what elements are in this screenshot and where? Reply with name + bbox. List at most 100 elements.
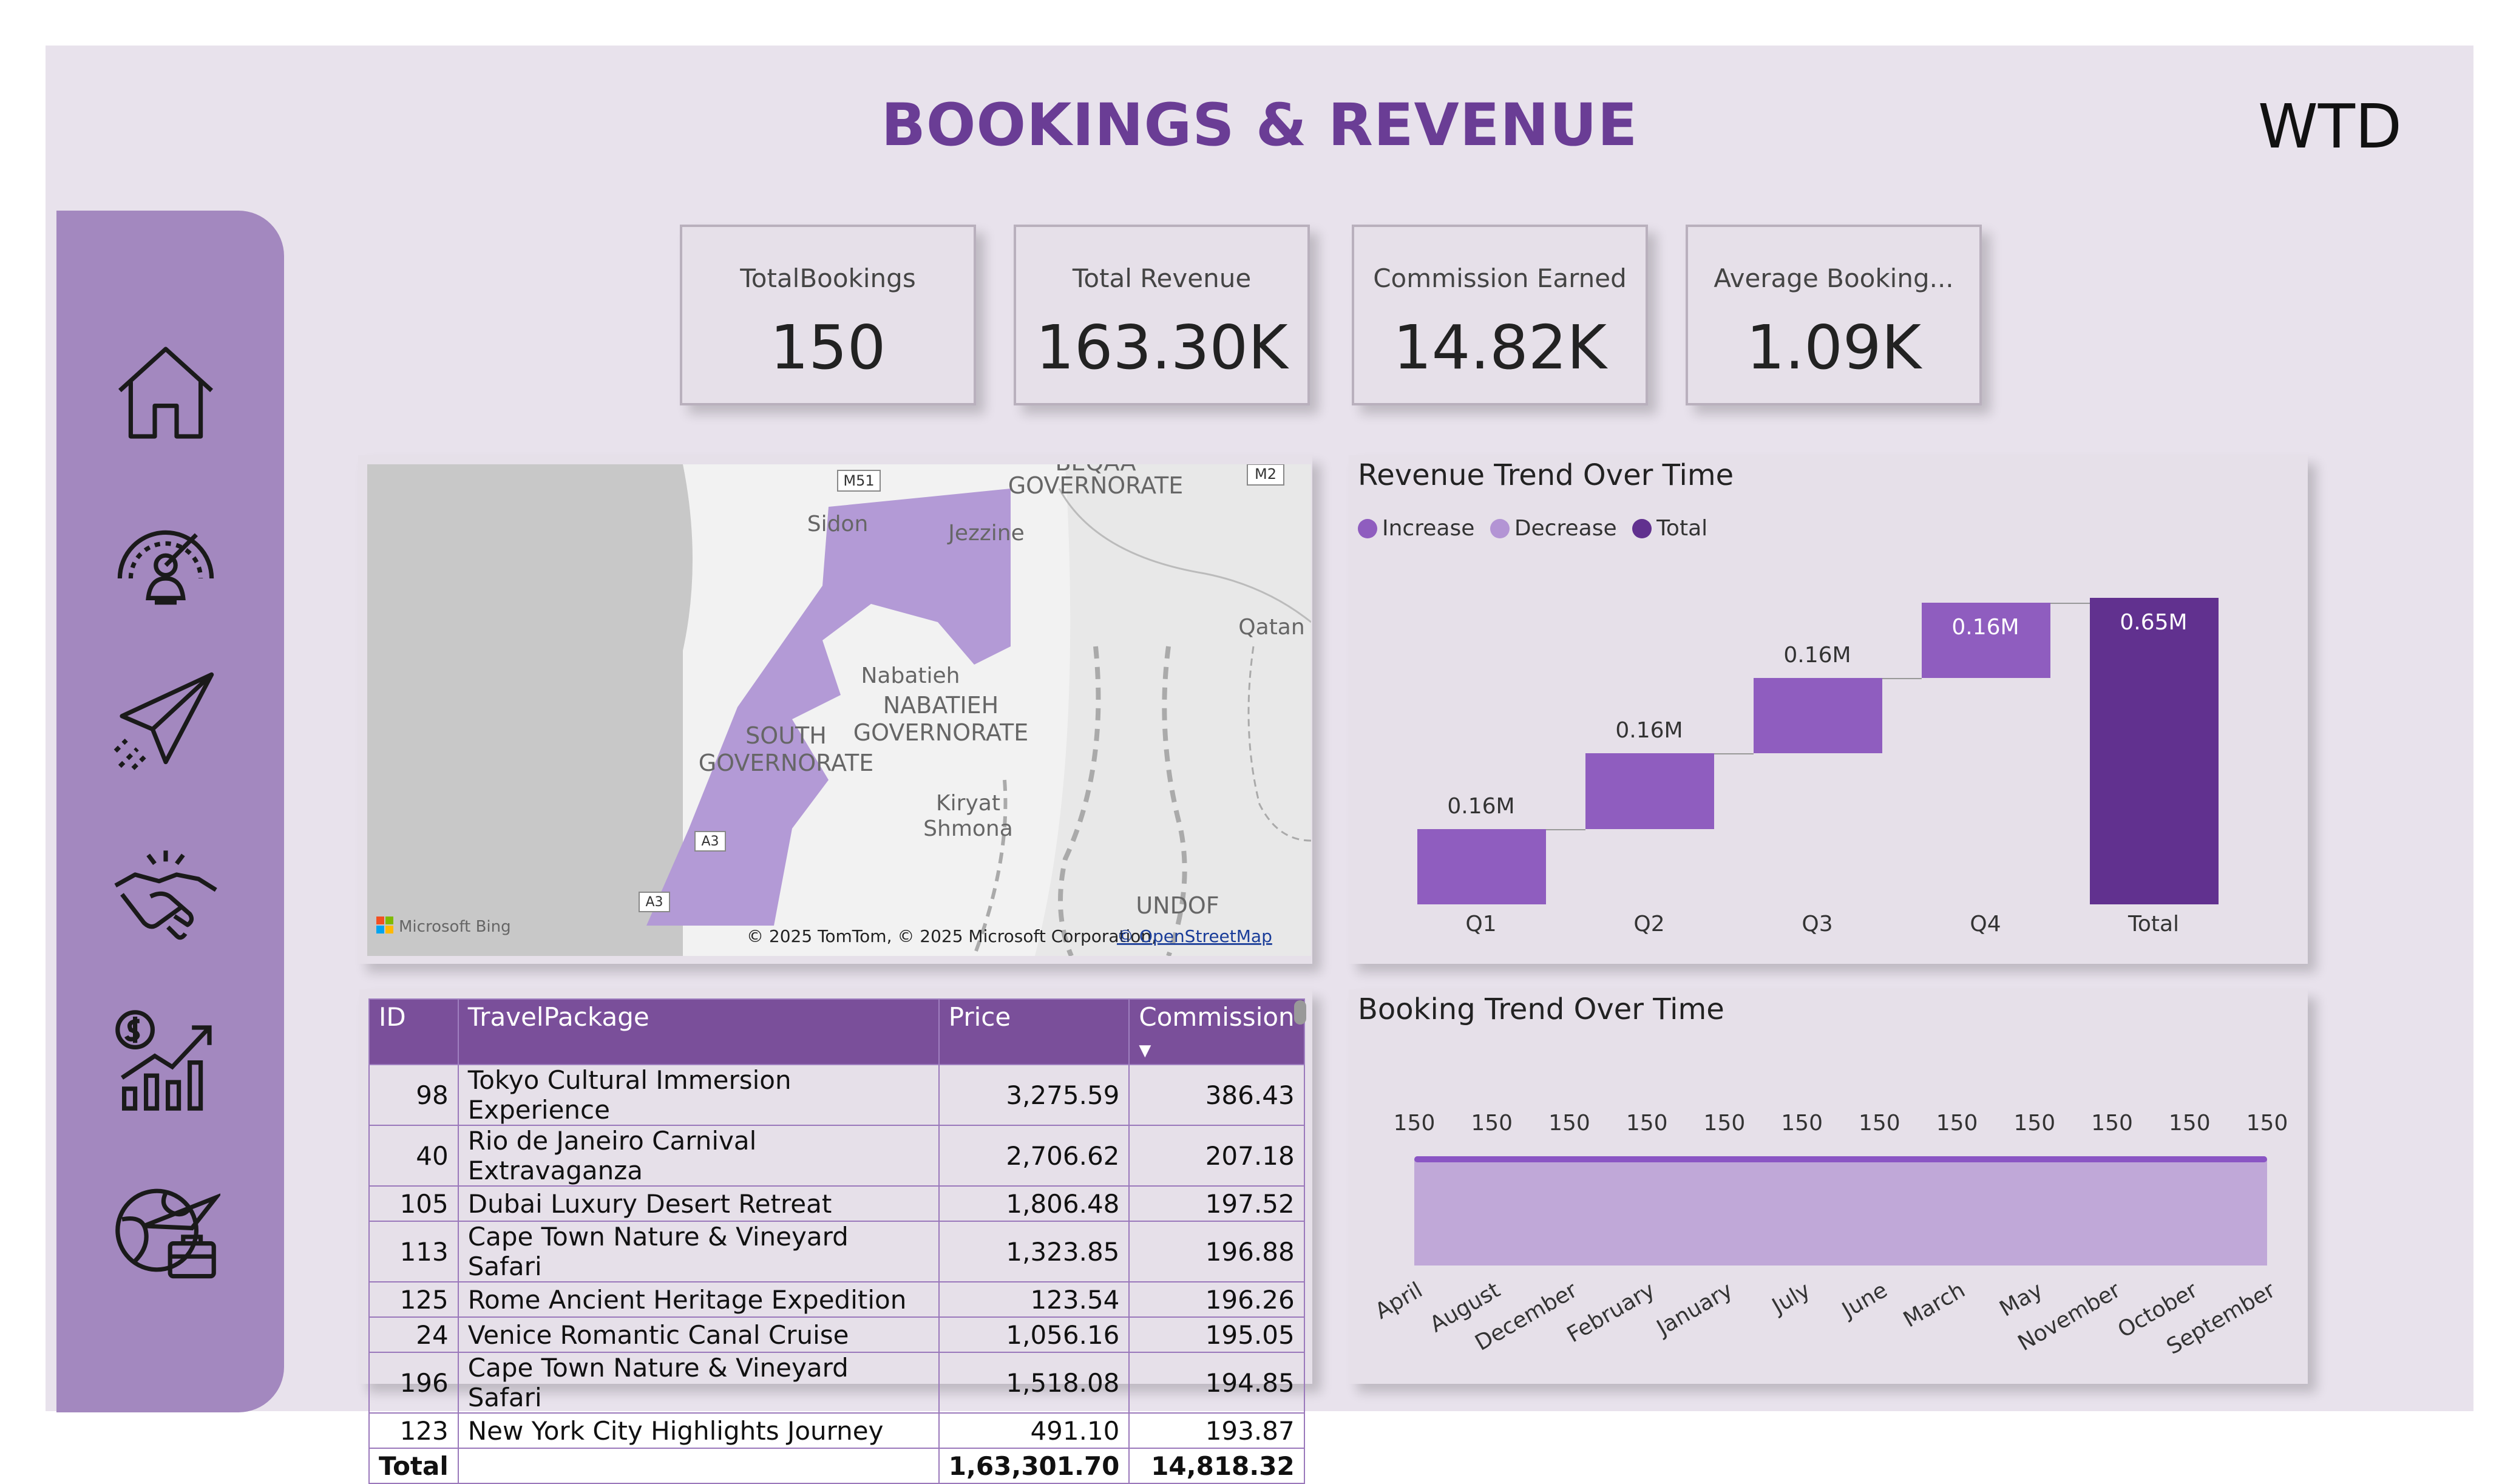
waterfall-data-label: 0.16M — [1615, 718, 1683, 744]
kpi-label: Total Revenue — [1072, 263, 1252, 293]
booking-data-label: 150 — [1471, 1111, 1513, 1136]
paper-plane-icon[interactable] — [111, 666, 220, 775]
road-shield — [639, 892, 670, 912]
col-header-price[interactable]: Price — [938, 998, 1130, 1065]
cell-price: 491.10 — [938, 1412, 1130, 1449]
dashboard-gauge-icon[interactable] — [111, 502, 220, 611]
booking-data-label: 150 — [2168, 1111, 2211, 1136]
cell-commission: 197.52 — [1128, 1185, 1305, 1222]
map-label-kiryat: Kiryat — [936, 791, 1000, 816]
cell-commission: 196.26 — [1128, 1281, 1305, 1318]
border-line — [1058, 488, 1311, 623]
table-row[interactable]: 113 Cape Town Nature & Vineyard Safari 1,3… — [368, 1221, 1305, 1282]
waterfall-bar-q3[interactable] — [1754, 678, 1882, 754]
border-dashed — [1058, 646, 1101, 956]
booking-area[interactable] — [1414, 1159, 2267, 1265]
cell-price: 2,706.62 — [938, 1125, 1130, 1187]
cell-id: 113 — [368, 1221, 459, 1282]
map-attribution: © 2025 TomTom, © 2025 Microsoft Corporat… — [747, 926, 1157, 946]
table-scrollbar[interactable] — [1294, 1000, 1306, 1025]
home-icon[interactable] — [111, 338, 220, 447]
waterfall-x-label: Q4 — [1970, 912, 2001, 937]
kpi-total-revenue[interactable]: Total Revenue 163.30K — [1014, 225, 1310, 405]
booking-data-label: 150 — [1393, 1111, 1436, 1136]
waterfall-bar-q2[interactable] — [1585, 753, 1714, 829]
map-label-qatan: Qatan — [1238, 615, 1304, 640]
kpi-value: 150 — [770, 312, 886, 383]
map-label-governorate: GOVERNORATE — [1008, 472, 1184, 499]
kpi-average-booking[interactable]: Average Booking... 1.09K — [1686, 225, 1982, 405]
total-label: Total — [368, 1448, 459, 1484]
cell-travel-package: Cape Town Nature & Vineyard Safari — [457, 1352, 940, 1414]
waterfall-connector — [2050, 602, 2090, 604]
cell-commission: 195.05 — [1128, 1316, 1305, 1353]
table-row[interactable]: 24 Venice Romantic Canal Cruise 1,056.16 19… — [368, 1316, 1305, 1353]
table-row[interactable]: 98 Tokyo Cultural Immersion Experience 3,2… — [368, 1064, 1305, 1126]
total-cell: 14,818.32 — [1128, 1448, 1305, 1484]
table-row[interactable]: 125 Rome Ancient Heritage Expedition 123.5… — [368, 1281, 1305, 1318]
map-provider: Microsoft Bing — [399, 918, 511, 936]
road-shield — [694, 831, 726, 852]
cell-price: 1,806.48 — [938, 1185, 1130, 1222]
road-shield — [837, 470, 881, 492]
table-row[interactable]: 196 Cape Town Nature & Vineyard Safari 1,5… — [368, 1352, 1305, 1414]
booking-data-label: 150 — [1548, 1111, 1590, 1136]
map-attribution-link: © OpenStreetMap — [1117, 926, 1272, 946]
waterfall-connector — [1714, 753, 1754, 755]
legend-item-total[interactable]: Total — [1632, 516, 1707, 541]
legend-item-increase[interactable]: Increase — [1358, 516, 1474, 541]
handshake-icon[interactable] — [111, 842, 220, 951]
booking-data-label: 150 — [1859, 1111, 1900, 1136]
waterfall-data-label: 0.16M — [1783, 643, 1851, 668]
kpi-total-bookings[interactable]: TotalBookings 150 — [680, 225, 976, 405]
cell-id: 125 — [368, 1281, 459, 1318]
waterfall-bar-q1[interactable] — [1417, 828, 1546, 904]
map-label-jezzine: Jezzine — [947, 521, 1025, 546]
table-total-row: Total 1,63,301.70 14,818.32 — [368, 1448, 1305, 1484]
period-label: WTD — [2258, 91, 2402, 162]
revenue-legend: Increase Decrease Total — [1358, 516, 1707, 541]
cell-travel-package: Venice Romantic Canal Cruise — [457, 1316, 940, 1353]
cell-id: 123 — [368, 1412, 459, 1449]
total-cell: 1,63,301.70 — [938, 1448, 1130, 1484]
legend-dot-icon — [1490, 519, 1510, 538]
cell-travel-package: Cape Town Nature & Vineyard Safari — [457, 1221, 940, 1282]
legend-dot-icon — [1358, 519, 1377, 538]
sidebar — [56, 211, 284, 1412]
cell-travel-package: Rio de Janeiro Carnival Extravaganza — [457, 1125, 940, 1187]
col-header-id[interactable]: ID — [368, 998, 459, 1065]
cell-price: 1,323.85 — [938, 1221, 1130, 1282]
cell-id: 40 — [368, 1125, 459, 1187]
cell-price: 123.54 — [938, 1281, 1130, 1318]
table-row[interactable]: 105 Dubai Luxury Desert Retreat 1,806.48 19… — [368, 1185, 1305, 1222]
road-shield — [1247, 464, 1284, 486]
kpi-commission-earned[interactable]: Commission Earned 14.82K — [1352, 225, 1648, 405]
page-title: BOOKINGS & REVENUE — [881, 91, 1638, 159]
cell-travel-package: Rome Ancient Heritage Expedition — [457, 1281, 940, 1318]
revenue-growth-icon[interactable] — [111, 1006, 220, 1115]
kpi-label: TotalBookings — [740, 263, 916, 293]
border-dashed — [1247, 646, 1311, 842]
booking-chart-title: Booking Trend Over Time — [1358, 992, 1724, 1026]
cell-price: 1,056.16 — [938, 1316, 1130, 1353]
waterfall-connector — [1546, 828, 1585, 830]
cell-price: 1,518.08 — [938, 1352, 1130, 1414]
global-travel-icon[interactable] — [111, 1176, 223, 1285]
map-label-beqaa: BEQAA — [1055, 464, 1136, 476]
revenue-chart-title: Revenue Trend Over Time — [1358, 458, 1734, 492]
map-label-governorate: GOVERNORATE — [853, 719, 1029, 746]
col-header-travel-package[interactable]: TravelPackage — [457, 998, 940, 1065]
waterfall-bar-total[interactable] — [2090, 598, 2219, 904]
legend-item-decrease[interactable]: Decrease — [1490, 516, 1617, 541]
table-row[interactable]: 40 Rio de Janeiro Carnival Extravaganza 2,… — [368, 1125, 1305, 1187]
waterfall-bar-q4[interactable] — [1922, 602, 2050, 679]
sort-desc-icon: ▼ — [1139, 1042, 1151, 1060]
cell-travel-package: Dubai Luxury Desert Retreat — [457, 1185, 940, 1222]
map[interactable]: BEQAA GOVERNORATE Sidon Jezzine Qatan Na… — [367, 464, 1311, 956]
booking-data-label: 150 — [2246, 1111, 2288, 1136]
table-row[interactable]: 123 New York City Highlights Journey 491.1… — [368, 1412, 1305, 1449]
col-header-commission[interactable]: Commission ▼ — [1128, 998, 1305, 1065]
booking-data-label: 150 — [1936, 1111, 1978, 1136]
legend-dot-icon — [1632, 519, 1652, 538]
waterfall-data-label: 0.16M — [1951, 614, 2019, 640]
